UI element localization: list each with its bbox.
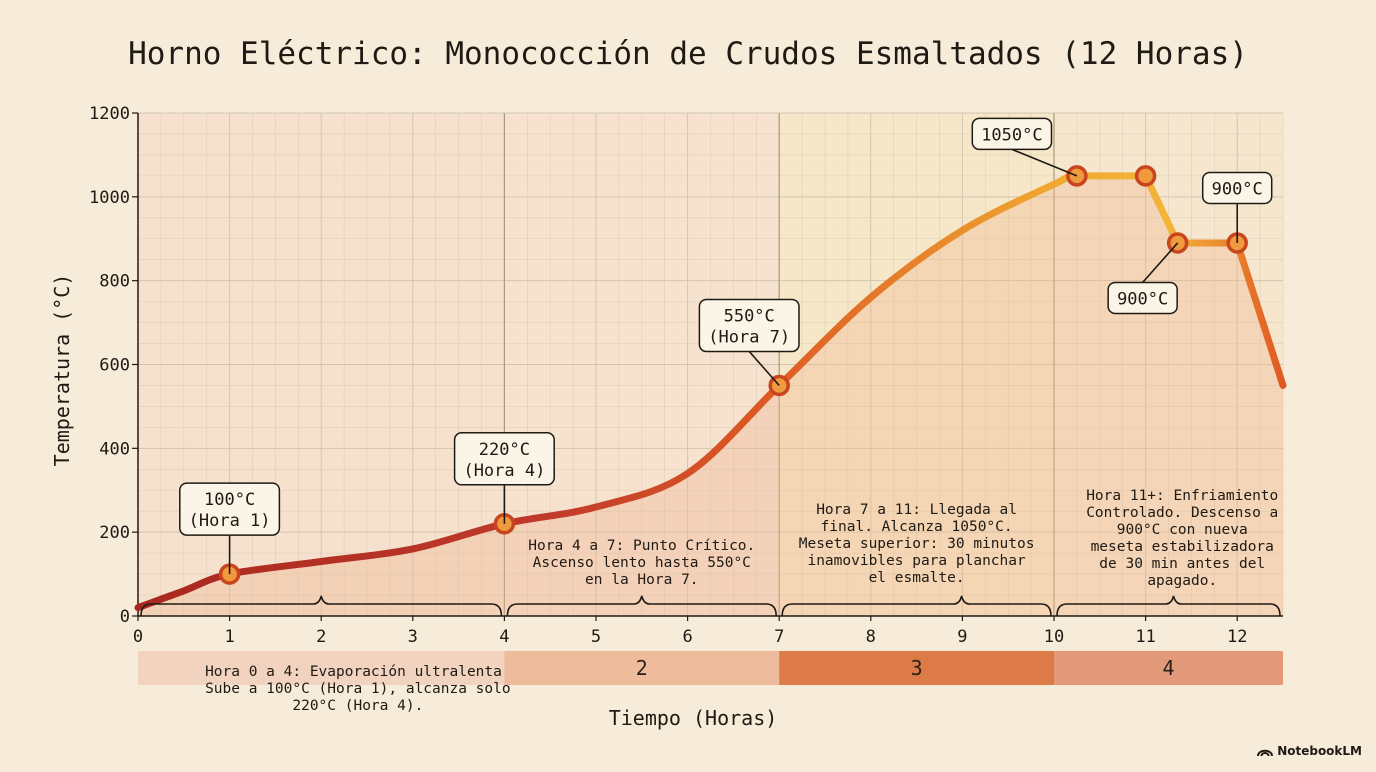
y-tick-label: 1000 <box>89 188 130 208</box>
chart-title: Horno Eléctrico: Monococción de Crudos E… <box>128 36 1248 72</box>
x-tick-label: 0 <box>133 627 143 647</box>
x-tick-label: 7 <box>774 627 784 647</box>
phase-bar-label-1: Hora 0 a 4: Evaporación ultralenta.Sube … <box>205 664 511 714</box>
x-tick-label: 8 <box>866 627 876 647</box>
brand-label: NotebookLM <box>1277 744 1362 758</box>
x-tick-label: 12 <box>1227 627 1247 647</box>
x-tick-label: 1 <box>224 627 234 647</box>
callout-label: 1050°C <box>981 125 1042 145</box>
x-axis-label: Tiempo (Horas) <box>609 706 778 730</box>
x-tick-label: 9 <box>957 627 967 647</box>
callout-label: 900°C <box>1117 289 1168 309</box>
y-tick-label: 400 <box>99 439 130 459</box>
y-tick-label: 800 <box>99 272 130 292</box>
x-tick-label: 11 <box>1135 627 1155 647</box>
x-tick-label: 5 <box>591 627 601 647</box>
phase-bar-label-4: 4 <box>1162 656 1174 680</box>
y-axis-label: Temperatura (°C) <box>50 274 74 467</box>
x-tick-label: 4 <box>499 627 509 647</box>
y-tick-label: 600 <box>99 356 130 376</box>
y-tick-label: 0 <box>120 607 130 627</box>
y-tick-label: 200 <box>99 523 130 543</box>
phase-bar-label-2: 2 <box>636 656 648 680</box>
callout-label: 900°C <box>1212 179 1263 199</box>
x-tick-label: 2 <box>316 627 326 647</box>
notebooklm-logo-icon <box>1257 745 1273 757</box>
data-point-marker-4 <box>1137 167 1155 185</box>
y-tick-label: 1200 <box>89 104 130 124</box>
x-tick-label: 6 <box>682 627 692 647</box>
x-tick-label: 10 <box>1044 627 1064 647</box>
brand-badge: NotebookLM <box>1257 744 1362 758</box>
x-tick-label: 3 <box>408 627 418 647</box>
phase-bar-label-3: 3 <box>911 656 923 680</box>
